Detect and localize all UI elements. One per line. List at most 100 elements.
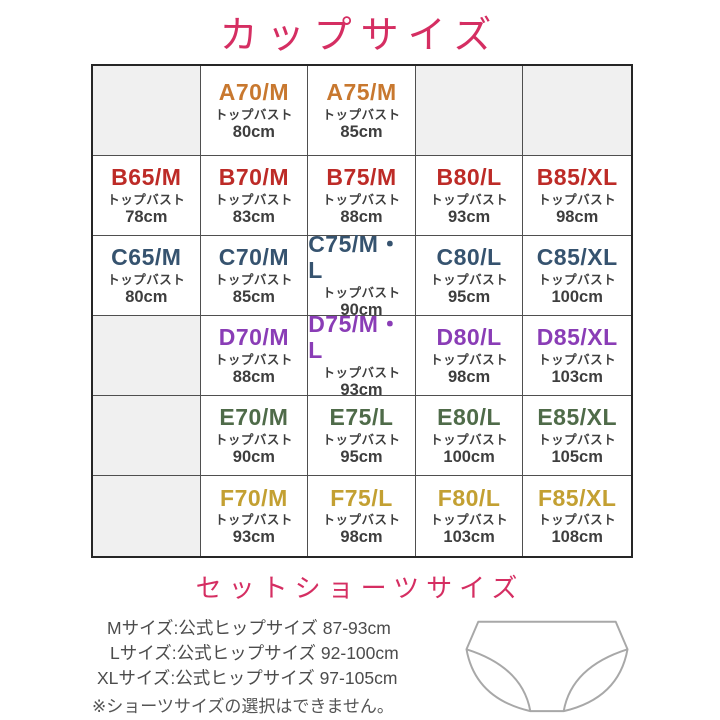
- empty-cell: [93, 476, 201, 556]
- top-bust-value: 95cm: [340, 447, 383, 466]
- top-bust-value: 105cm: [551, 447, 603, 466]
- size-cell-F85-XL: F85/XL トップバスト 108cm: [523, 476, 631, 556]
- size-label: E70/M: [219, 404, 289, 431]
- size-cell-C70-M: C70/M トップバスト 85cm: [200, 236, 309, 316]
- size-label: B65/M: [111, 164, 182, 191]
- top-bust-value: 100cm: [443, 447, 495, 466]
- size-cell-C65-M: C65/M トップバスト 80cm: [93, 236, 201, 316]
- size-label: D70/M: [218, 324, 290, 351]
- size-label: C70/M: [218, 244, 290, 271]
- size-label: B75/M: [326, 164, 397, 191]
- top-bust-label: トップバスト: [322, 285, 401, 300]
- size-cell-D80-L: D80/L トップバスト 98cm: [415, 316, 524, 396]
- top-bust-value: 80cm: [125, 287, 168, 306]
- top-bust-value: 88cm: [232, 367, 275, 386]
- top-bust-label: トップバスト: [538, 513, 617, 528]
- size-label: C80/L: [436, 244, 502, 271]
- size-cell-B75-M: B75/M トップバスト 88cm: [308, 156, 416, 236]
- size-label: D75/M・L: [308, 310, 402, 364]
- size-label: E85/XL: [537, 404, 618, 431]
- top-bust-label: トップバスト: [322, 365, 401, 380]
- size-label: C85/XL: [536, 244, 618, 271]
- top-bust-label: トップバスト: [430, 192, 509, 207]
- size-cell-B65-M: B65/M トップバスト 78cm: [93, 156, 201, 236]
- top-bust-value: 90cm: [232, 447, 275, 466]
- top-bust-value: 100cm: [551, 287, 603, 306]
- page-title: カップサイズ: [219, 15, 501, 57]
- top-bust-label: トップバスト: [430, 432, 509, 447]
- top-bust-value: 78cm: [125, 207, 168, 226]
- size-label: A70/M: [218, 79, 290, 106]
- top-bust-value: 103cm: [551, 367, 603, 386]
- top-bust-label: トップバスト: [538, 192, 617, 207]
- top-bust-label: トップバスト: [430, 272, 509, 287]
- top-bust-value: 108cm: [551, 528, 603, 547]
- size-label: F80/L: [437, 484, 501, 511]
- top-bust-label: トップバスト: [107, 272, 186, 287]
- top-bust-label: トップバスト: [214, 432, 293, 447]
- top-bust-value: 103cm: [443, 528, 495, 547]
- size-label: F75/L: [330, 484, 393, 511]
- top-bust-label: トップバスト: [322, 513, 401, 528]
- size-cell-F80-L: F80/L トップバスト 103cm: [415, 476, 524, 556]
- size-cell-B70-M: B70/M トップバスト 83cm: [200, 156, 309, 236]
- size-label: B70/M: [218, 164, 290, 191]
- empty-cell: [523, 66, 631, 156]
- size-label: F70/M: [220, 484, 288, 511]
- top-bust-label: トップバスト: [322, 107, 401, 122]
- size-label: E80/L: [437, 404, 502, 431]
- empty-cell: [93, 316, 201, 396]
- top-bust-label: トップバスト: [214, 513, 293, 528]
- top-bust-value: 93cm: [447, 207, 491, 226]
- top-bust-value: 88cm: [340, 207, 383, 226]
- size-label: C65/M: [111, 244, 182, 271]
- top-bust-label: トップバスト: [322, 432, 401, 447]
- size-label: B80/L: [436, 164, 502, 191]
- size-cell-E75-L: E75/L トップバスト 95cm: [308, 396, 416, 476]
- size-cell-F70-M: F70/M トップバスト 93cm: [200, 476, 309, 556]
- size-cell-C80-L: C80/L トップバスト 95cm: [415, 236, 524, 316]
- size-cell-B80-L: B80/L トップバスト 93cm: [415, 156, 524, 236]
- top-bust-value: 85cm: [232, 287, 275, 306]
- top-bust-value: 93cm: [232, 528, 275, 547]
- top-bust-value: 85cm: [340, 122, 383, 141]
- shorts-size-list: Mサイズ:公式ヒップサイズ 87-93cm Lサイズ:公式ヒップサイズ 92-10…: [97, 616, 399, 691]
- top-bust-value: 90cm: [340, 301, 383, 320]
- size-label: C75/M・L: [308, 230, 402, 284]
- top-bust-value: 93cm: [340, 381, 383, 400]
- top-bust-value: 98cm: [447, 367, 491, 386]
- size-cell-F75-L: F75/L トップバスト 98cm: [308, 476, 416, 556]
- size-label: B85/XL: [536, 164, 618, 191]
- size-cell-E70-M: E70/M トップバスト 90cm: [200, 396, 309, 476]
- top-bust-label: トップバスト: [538, 352, 617, 367]
- top-bust-value: 98cm: [340, 528, 383, 547]
- top-bust-label: トップバスト: [430, 352, 509, 367]
- top-bust-label: トップバスト: [538, 272, 617, 287]
- size-cell-C85-XL: C85/XL トップバスト 100cm: [523, 236, 631, 316]
- size-label: E75/L: [329, 404, 394, 431]
- size-cell-D75-M-L: D75/M・L トップバスト 93cm: [308, 311, 416, 399]
- size-label: A75/M: [326, 79, 397, 106]
- size-cell-B85-XL: B85/XL トップバスト 98cm: [523, 156, 631, 236]
- size-cell-A70-M: A70/M トップバスト 80cm: [200, 66, 309, 156]
- top-bust-value: 98cm: [556, 207, 599, 226]
- panties-icon: [452, 610, 642, 718]
- top-bust-value: 95cm: [447, 287, 491, 306]
- top-bust-label: トップバスト: [214, 352, 293, 367]
- top-bust-label: トップバスト: [214, 192, 293, 207]
- top-bust-label: トップバスト: [107, 192, 186, 207]
- size-cell-E85-XL: E85/XL トップバスト 105cm: [523, 396, 631, 476]
- shorts-size-line: Mサイズ:公式ヒップサイズ 87-93cm: [107, 618, 391, 638]
- size-label: F85/XL: [537, 484, 617, 511]
- shorts-note: ※ショーツサイズの選択はできません。: [92, 697, 394, 716]
- size-label: D80/L: [436, 324, 502, 351]
- top-bust-label: トップバスト: [214, 107, 293, 122]
- size-label: D85/XL: [536, 324, 618, 351]
- shorts-size-line: Lサイズ:公式ヒップサイズ 92-100cm: [110, 643, 399, 663]
- top-bust-value: 83cm: [232, 207, 275, 226]
- size-cell-E80-L: E80/L トップバスト 100cm: [415, 396, 524, 476]
- shorts-size-heading: セットショーツサイズ: [195, 573, 525, 603]
- size-cell-D85-XL: D85/XL トップバスト 103cm: [523, 316, 631, 396]
- empty-cell: [93, 396, 201, 476]
